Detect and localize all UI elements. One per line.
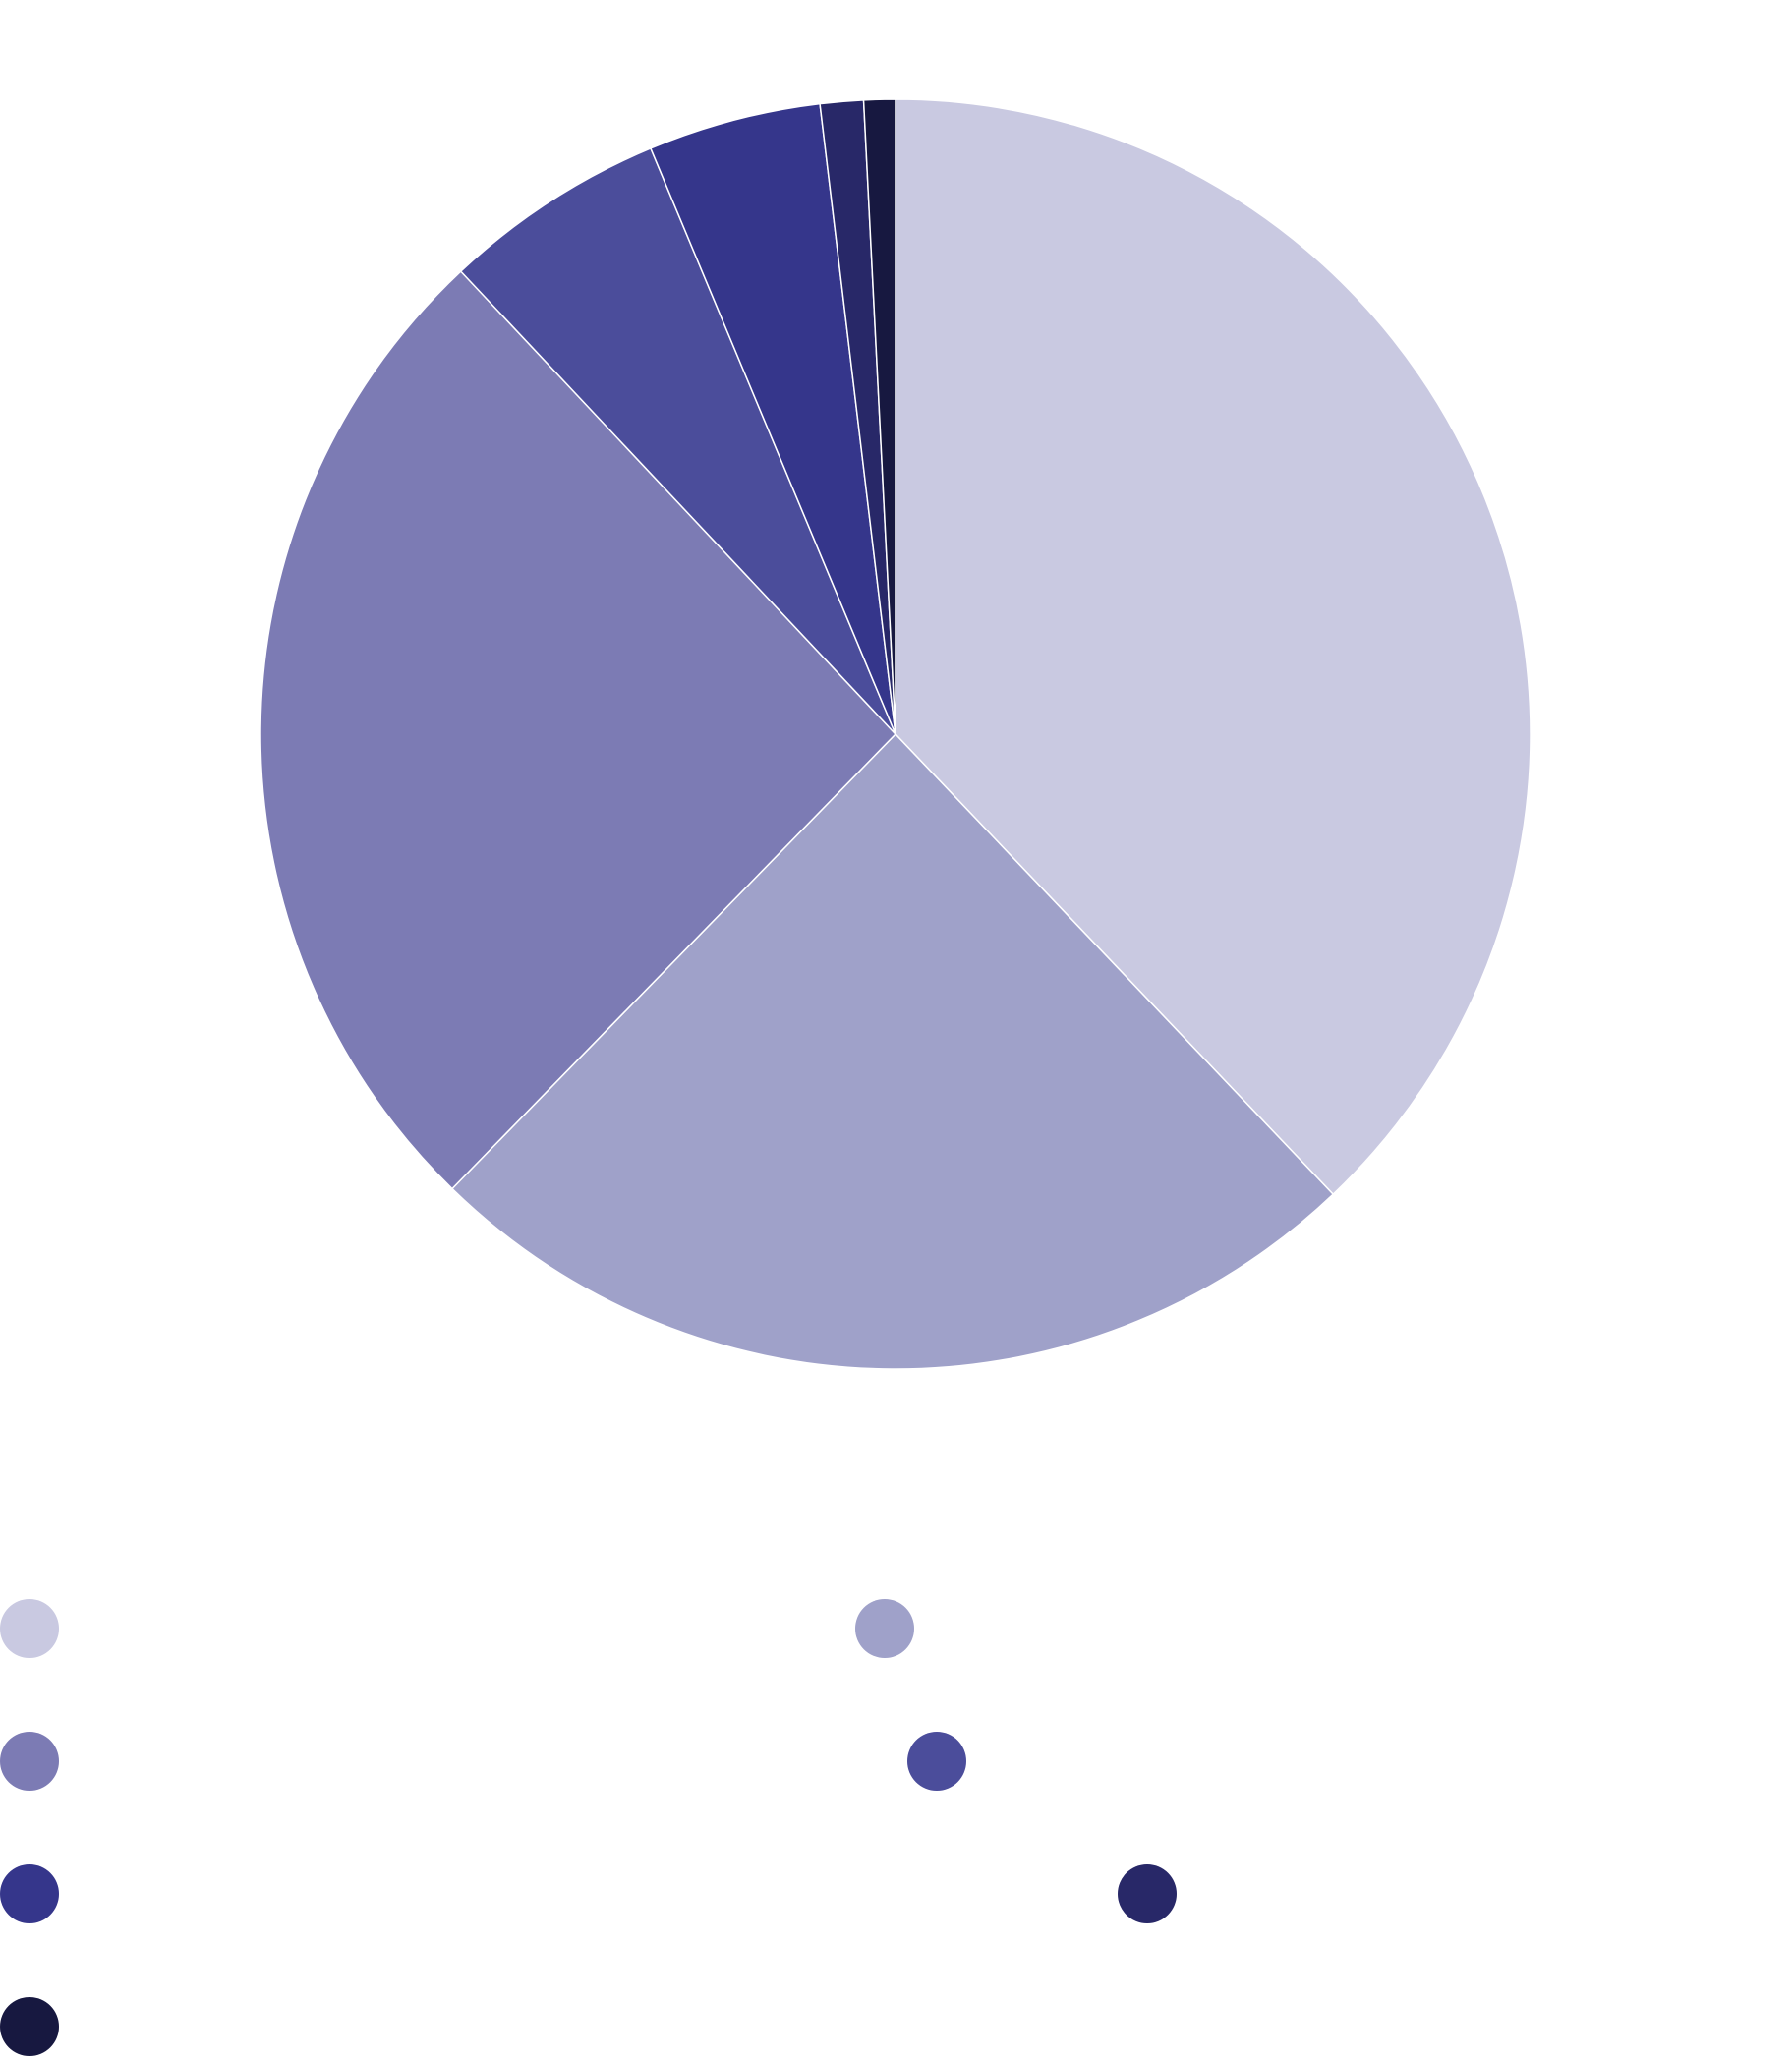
pie-slice-3 [260,270,897,1190]
legend-marker-3 [0,1732,59,1791]
legend-marker-4 [907,1732,966,1791]
legend-marker-7 [0,1997,59,2056]
legend-marker-6 [1118,1864,1177,1923]
pie-slice-7 [862,98,896,735]
legend-marker-1 [0,1599,59,1658]
pie-slice-2 [450,732,1335,1370]
pie-slice-5 [649,102,896,735]
legend-marker-2 [855,1599,914,1658]
pie-slice-4 [459,146,896,735]
pie-slices [260,98,1532,1370]
pie-slice-1 [895,98,1532,1196]
legend-marker-5 [0,1864,59,1923]
